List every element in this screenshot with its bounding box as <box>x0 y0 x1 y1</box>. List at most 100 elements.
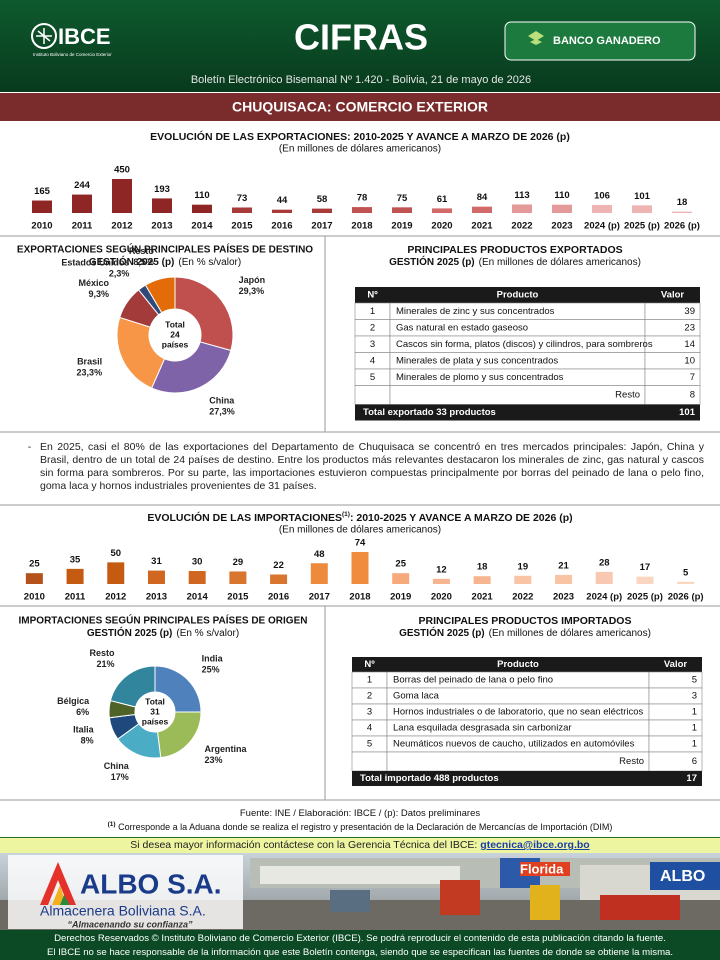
slice-label: Argentina <box>205 744 248 754</box>
x-tick-label: 2020 <box>431 592 452 603</box>
logo-sub: Instituto Boliviano de Comercio Exterior <box>33 52 112 57</box>
center-label: 24 <box>170 329 180 339</box>
subtitle-unit: (En millones de dólares americanos) <box>489 628 651 639</box>
ad-sign: ALBO <box>660 868 705 885</box>
bar <box>272 209 292 213</box>
bar <box>512 204 532 213</box>
bar <box>392 573 410 584</box>
bar <box>514 575 532 584</box>
x-tick-label: 2025 (p) <box>627 592 663 603</box>
slice-value: 17% <box>111 772 129 782</box>
value-label: 101 <box>634 191 651 202</box>
subtitle-unit: (En millones de dólares americanos) <box>479 257 641 268</box>
value-label: 25 <box>29 559 40 570</box>
value-label: 165 <box>34 186 51 197</box>
slice-label: China <box>209 396 235 406</box>
value-label: 18 <box>477 562 488 573</box>
subtitle-bold: GESTIÓN 2025 (p) <box>89 255 175 268</box>
bar <box>473 576 491 584</box>
title-main: EVOLUCIÓN DE LAS IMPORTACIONES <box>147 511 342 524</box>
bar <box>552 204 572 213</box>
value-label: 61 <box>437 194 448 205</box>
value-label: 17 <box>640 562 651 573</box>
row-number: 2 <box>367 691 372 702</box>
bar <box>270 574 288 584</box>
table-total <box>352 771 702 786</box>
product-name: Minerales de plata y sus concentrados <box>396 355 558 366</box>
x-tick-label: 2013 <box>151 221 172 232</box>
bar <box>636 576 654 584</box>
x-tick-label: 2018 <box>349 592 370 603</box>
x-tick-label: 2022 <box>512 592 533 603</box>
slice-value: 23,3% <box>77 367 103 377</box>
bar <box>472 206 492 213</box>
chart-title: EVOLUCIÓN DE LAS IMPORTACIONES(1): 2010-… <box>147 511 572 524</box>
value-label: 113 <box>514 190 529 201</box>
value-label: 110 <box>194 190 209 201</box>
slice-label: Brasil <box>77 356 102 366</box>
x-tick-label: 2021 <box>471 221 493 232</box>
slice-label: India <box>202 654 224 664</box>
product-name: Goma laca <box>393 691 440 702</box>
row-number: 4 <box>370 355 375 366</box>
value-label: 50 <box>110 548 121 559</box>
rest-value: 6 <box>692 756 697 767</box>
value-label: 25 <box>395 559 406 570</box>
table-header-cell: Producto <box>497 290 539 301</box>
slice-label: Resto <box>90 648 116 658</box>
x-tick-label: 2017 <box>311 221 332 232</box>
total-value: 101 <box>679 407 696 418</box>
chart-subtitle: (En millones de dólares americanos) <box>279 525 441 536</box>
x-tick-label: 2018 <box>351 221 372 232</box>
value-label: 12 <box>436 564 447 575</box>
total-label: Total importado 488 productos <box>360 773 499 784</box>
contact-bar: Si desea mayor información contáctese co… <box>0 837 720 853</box>
slice-value: 23% <box>205 755 223 765</box>
x-tick-label: 2025 (p) <box>624 221 660 232</box>
value-label: 84 <box>477 192 488 203</box>
slice-label: Estados Unidos <box>61 258 129 268</box>
slice-label: Italia <box>73 725 95 735</box>
table-header-cell: Nº <box>367 290 378 301</box>
rest-label: Resto <box>619 756 644 767</box>
bar <box>555 574 573 584</box>
contact-email[interactable]: gtecnica@ibce.org.bo <box>480 839 590 851</box>
product-value: 1 <box>692 739 697 750</box>
slice-value: 2,3% <box>109 269 130 279</box>
bar <box>432 578 450 584</box>
product-value: 5 <box>692 675 697 686</box>
chart-subtitle: (En millones de dólares americanos) <box>279 144 441 155</box>
subtitle-unit: (En % s/valor) <box>176 628 239 639</box>
bar <box>229 571 247 584</box>
value-label: 5 <box>683 567 689 578</box>
section-bar <box>0 93 720 121</box>
value-label: 78 <box>357 193 368 204</box>
row-number: 4 <box>367 723 372 734</box>
footer-line: El IBCE no se hace responsable de la inf… <box>46 947 674 958</box>
table-title: PRINCIPALES PRODUCTOS IMPORTADOS <box>419 615 632 627</box>
value-label: 74 <box>355 538 366 549</box>
x-tick-label: 2015 <box>227 592 249 603</box>
product-value: 23 <box>684 322 695 333</box>
product-value: 1 <box>692 723 697 734</box>
center-label: países <box>162 339 189 349</box>
rest-value: 8 <box>690 390 695 401</box>
slice-value: 9,3% <box>88 289 109 299</box>
x-tick-label: 2026 (p) <box>668 592 704 603</box>
product-name: Minerales de zinc y sus concentrados <box>396 306 555 317</box>
x-tick-label: 2014 <box>187 592 209 603</box>
value-label: 30 <box>192 557 203 568</box>
bar <box>107 562 125 584</box>
ad-brand: ALBO S.A. <box>80 868 222 899</box>
bar <box>352 207 372 213</box>
value-label: 19 <box>518 561 529 572</box>
title-rest: : 2010-2025 Y AVANCE A MARZO DE 2026 (p) <box>350 512 573 524</box>
x-tick-label: 2026 (p) <box>664 221 700 232</box>
value-label: 44 <box>277 195 288 206</box>
table-subtitle: GESTIÓN 2025 (p) (En millones de dólares … <box>399 626 651 639</box>
bar <box>392 207 412 213</box>
subtitle-bold: GESTIÓN 2025 (p) <box>87 626 173 639</box>
product-name: Cascos sin forma, platos (discos) y cili… <box>396 339 653 350</box>
chart-title: EXPORTACIONES SEGÚN PRINCIPALES PAÍSES D… <box>17 243 313 256</box>
